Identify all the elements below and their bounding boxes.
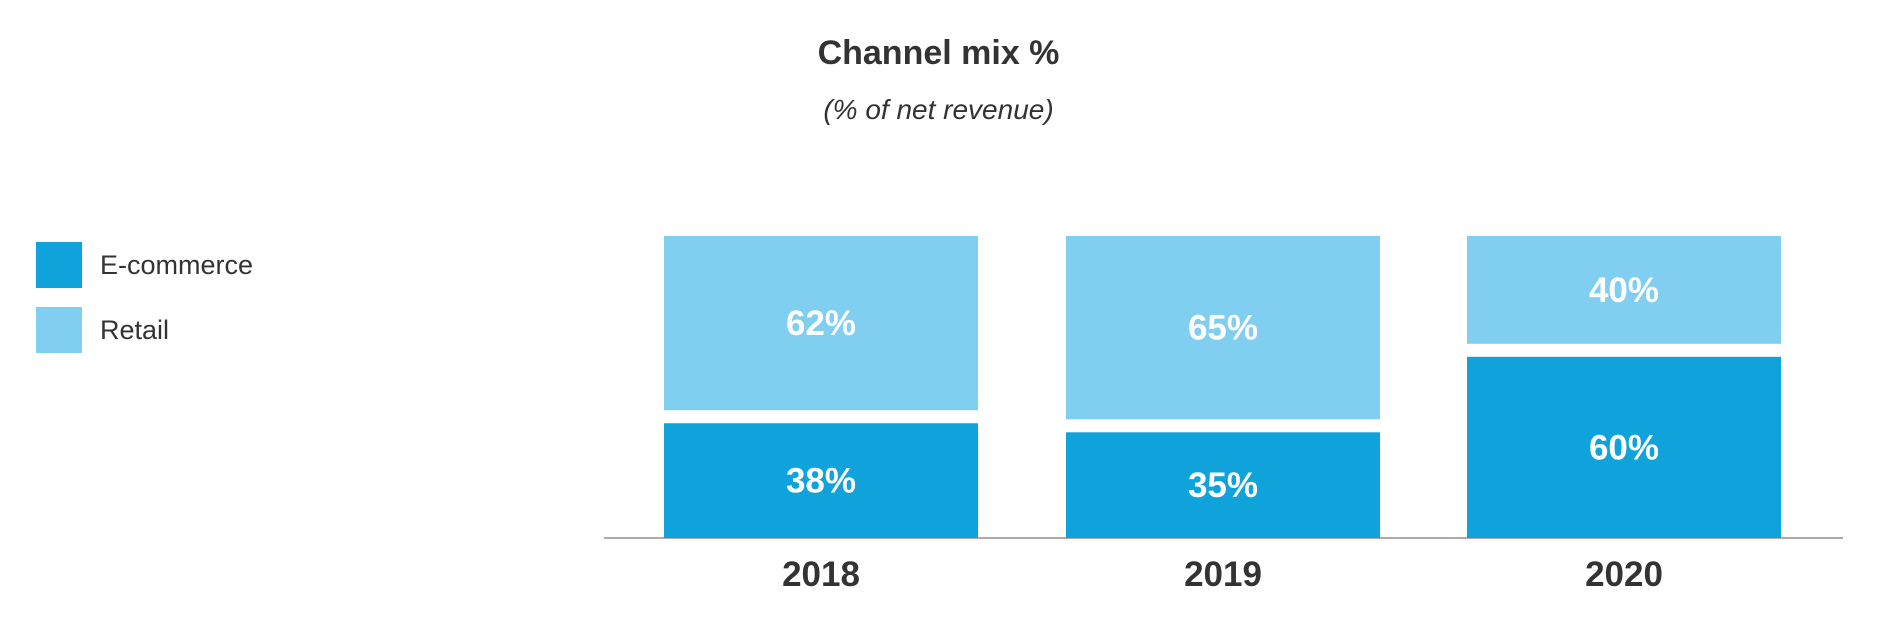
legend-swatch-ecommerce <box>36 242 82 288</box>
bar-retail-2018 <box>664 236 978 411</box>
category-label-2020: 2020 <box>1585 555 1663 594</box>
legend-item-ecommerce[interactable]: E-commerce <box>36 242 253 288</box>
data-label-e-commerce-2018: 38% <box>786 462 856 501</box>
bar-retail-2020 <box>1467 236 1781 344</box>
data-label-retail-2019: 65% <box>1188 309 1258 348</box>
bar-e-commerce-2019 <box>1066 432 1380 538</box>
bar-retail-2019 <box>1066 236 1380 420</box>
data-label-e-commerce-2019: 35% <box>1188 466 1258 505</box>
data-label-e-commerce-2020: 60% <box>1589 428 1659 467</box>
legend: E-commerce Retail <box>36 242 253 372</box>
bar-e-commerce-2018 <box>664 423 978 538</box>
data-label-retail-2018: 62% <box>786 304 856 343</box>
chart-title: Channel mix % <box>817 34 1060 72</box>
chart-subtitle: (% of net revenue) <box>823 94 1054 125</box>
legend-label-retail: Retail <box>100 314 170 345</box>
data-label-retail-2020: 40% <box>1589 271 1659 310</box>
bar-e-commerce-2020 <box>1467 356 1781 538</box>
legend-item-retail[interactable]: Retail <box>36 307 253 353</box>
category-label-2018: 2018 <box>782 555 860 594</box>
legend-label-ecommerce: E-commerce <box>100 249 254 280</box>
legend-swatch-retail <box>36 307 82 353</box>
category-label-2019: 2019 <box>1184 555 1262 594</box>
